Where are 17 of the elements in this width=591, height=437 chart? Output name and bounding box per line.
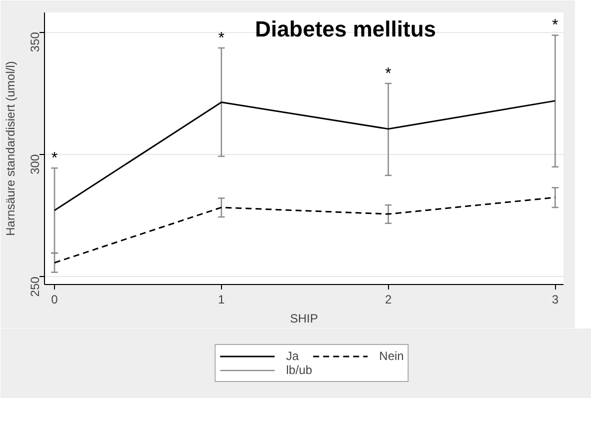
annotation: * [218,30,225,47]
x-tick-label: 1 [218,292,226,306]
legend-label: Nein [379,349,404,363]
chart-title: Diabetes mellitus [255,16,436,42]
x-tick-label: 0 [51,292,58,306]
x-axis-title: SHIP [290,312,318,326]
annotation: * [552,17,558,34]
text: lb/ub [286,363,312,377]
y-tick-label: 300 [28,154,42,174]
y-tick-label: 350 [28,32,42,52]
y-tick-label: 250 [28,276,42,297]
legend-label: Ja [286,349,300,363]
x-tick-label: 3 [552,292,559,306]
annotation: * [385,65,392,82]
y-axis-title: Harnsäure standardisiert (umol/l) [4,61,18,236]
annotation: * [51,150,58,168]
x-tick-label: 2 [384,292,392,306]
